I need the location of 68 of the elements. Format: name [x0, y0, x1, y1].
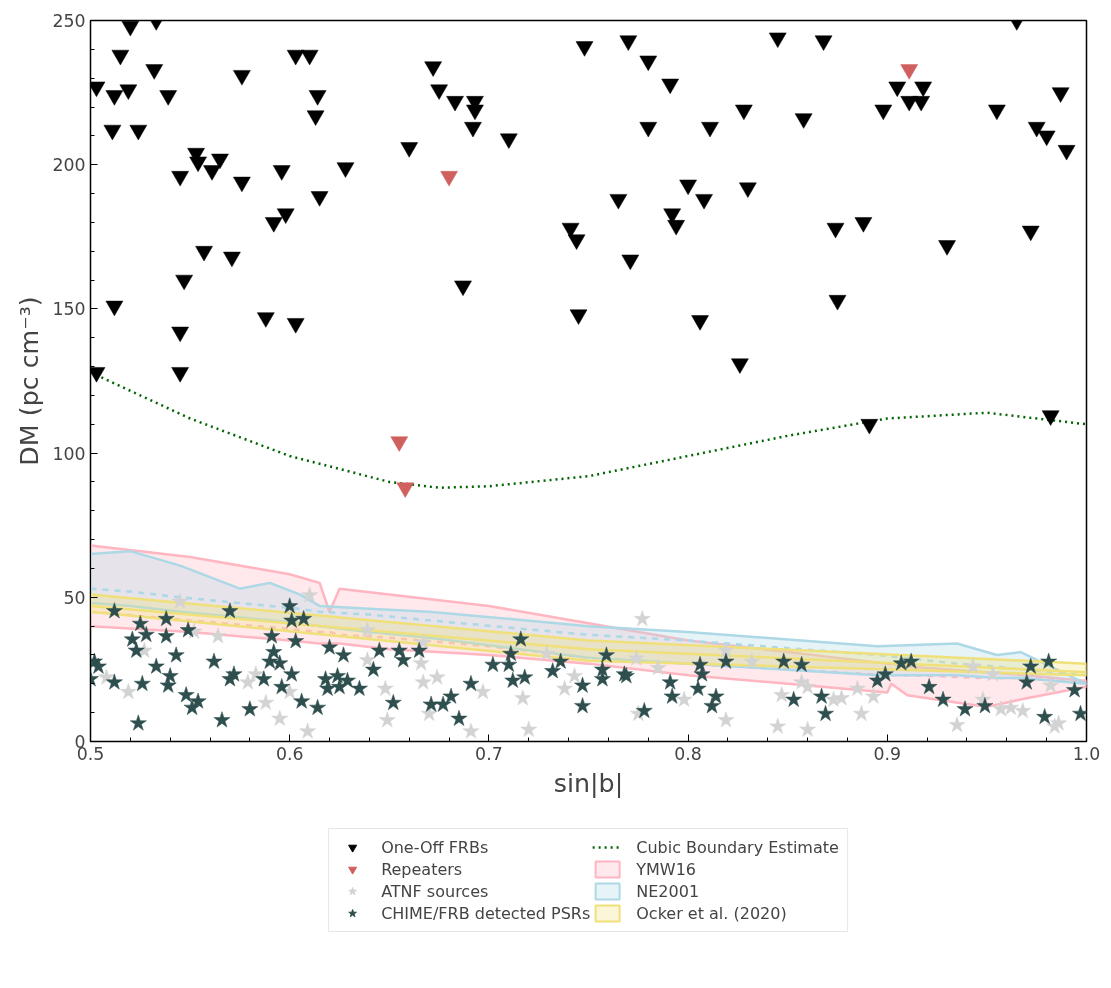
point: [984, 665, 1002, 682]
point: [462, 722, 480, 739]
point: [396, 482, 414, 498]
point: [171, 592, 189, 609]
legend-label: ATNF sources: [381, 881, 489, 901]
point: [948, 716, 966, 733]
point: [1050, 714, 1067, 731]
point: [1002, 699, 1020, 715]
point: [428, 668, 446, 685]
point: [514, 689, 532, 706]
x-tick-label: 1.0: [1072, 743, 1101, 764]
point: [538, 645, 555, 661]
y-axis-title: DM (pc cm⁻³): [14, 296, 45, 466]
legend-label: YMW16: [636, 859, 697, 879]
point: [853, 705, 870, 721]
point: [271, 709, 289, 726]
point: [120, 683, 137, 700]
point: [865, 687, 882, 704]
x-tick-label: 0.8: [674, 743, 702, 764]
point: [769, 717, 787, 734]
point: [675, 690, 693, 707]
point: [440, 171, 458, 187]
point: [743, 652, 761, 669]
point: [566, 667, 583, 684]
legend-label: CHIME/FRB detected PSRs: [381, 903, 591, 923]
point: [299, 722, 316, 739]
y-tick-label: 100: [52, 443, 86, 464]
x-tick-label: 0.9: [873, 743, 902, 764]
point: [1014, 702, 1032, 719]
point: [799, 720, 816, 737]
point: [717, 641, 735, 658]
point: [556, 679, 573, 696]
point: [633, 610, 651, 627]
point: [627, 649, 645, 666]
point: [773, 686, 791, 703]
x-tick-label: 0.6: [275, 743, 304, 764]
legend-label: NE2001: [636, 881, 700, 901]
point: [376, 679, 394, 696]
y-tick-label: 50: [63, 587, 86, 608]
point: [799, 678, 816, 695]
legend-label: Cubic Boundary Estimate: [636, 837, 839, 857]
point: [520, 720, 538, 737]
point: [717, 711, 735, 728]
point: [414, 673, 432, 690]
point: [257, 694, 275, 710]
y-tick-label: 200: [52, 155, 86, 176]
point: [964, 657, 982, 674]
point: [378, 711, 396, 728]
legend-label: Ocker et al. (2020): [636, 903, 787, 923]
point: [412, 654, 430, 671]
point: [390, 436, 409, 452]
point: [849, 679, 866, 696]
y-tick-label: 250: [52, 11, 86, 31]
point: [359, 651, 376, 668]
y-tick-label: 150: [52, 299, 86, 320]
point: [649, 659, 667, 676]
x-tick-label: 0.7: [475, 743, 503, 764]
legend-label: Repeaters: [381, 859, 463, 879]
legend-label: One-Off FRBs: [381, 837, 489, 857]
point: [359, 621, 376, 638]
point: [239, 673, 257, 690]
point: [1042, 676, 1059, 693]
point: [301, 586, 318, 603]
point: [833, 689, 850, 706]
point: [474, 683, 492, 700]
x-axis-title: sin|b|: [553, 767, 624, 798]
point: [900, 64, 918, 80]
point: [209, 627, 227, 644]
